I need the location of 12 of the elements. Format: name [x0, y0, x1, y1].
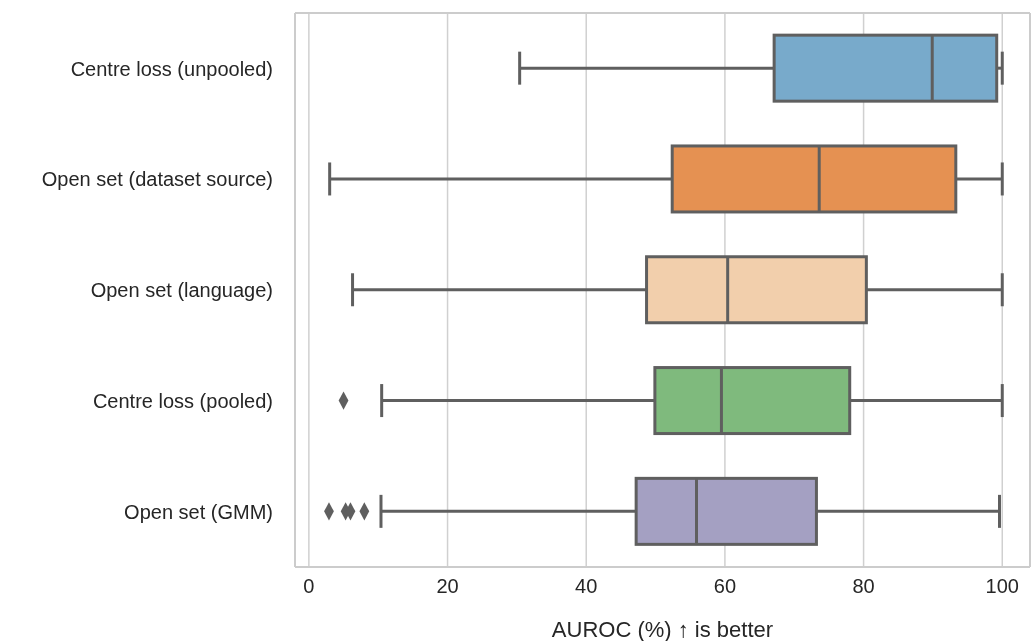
y-tick-label: Open set (GMM) — [124, 500, 273, 523]
x-axis-title: AUROC (%) ↑ is better — [551, 617, 774, 641]
x-tick-label: 40 — [575, 575, 598, 598]
x-tick-label: 80 — [852, 575, 875, 598]
x-tick-label: 0 — [303, 575, 315, 598]
y-tick-label: Centre loss (pooled) — [92, 389, 273, 412]
y-tick-label: Open set (dataset source) — [41, 168, 273, 191]
x-tick-label: 20 — [436, 575, 459, 598]
x-tick-label: 100 — [985, 575, 1019, 598]
x-tick-label: 60 — [713, 575, 737, 598]
y-tick-label: Open set (language) — [90, 279, 273, 302]
y-tick-label: Centre loss (unpooled) — [70, 57, 273, 80]
